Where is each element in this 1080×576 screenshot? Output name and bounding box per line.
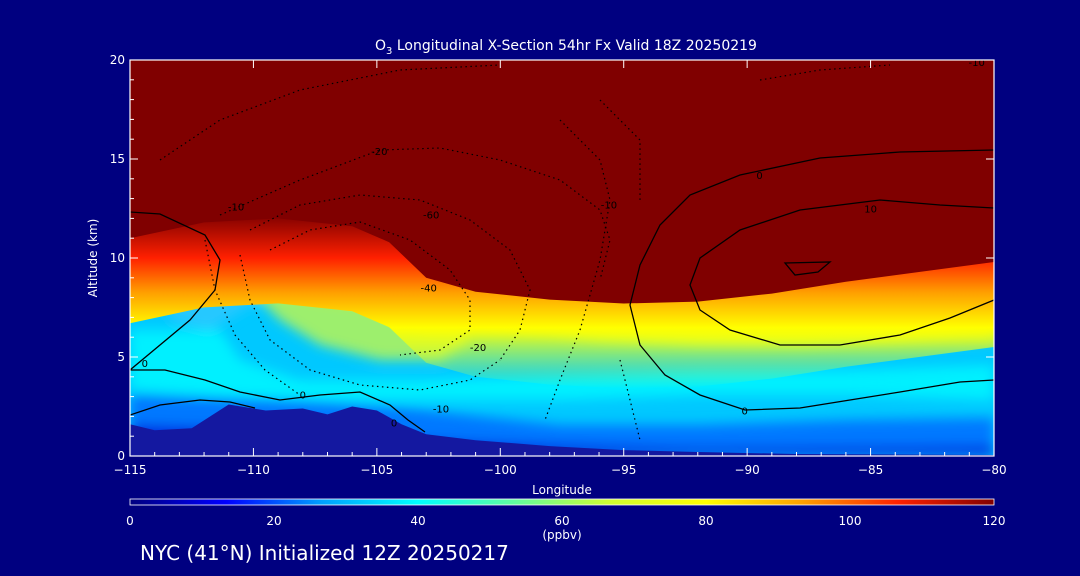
contour-label: -10 <box>433 404 449 415</box>
contour-label: -60 <box>423 210 439 221</box>
chart-title: O3 Longitudinal X-Section 54hr Fx Valid … <box>375 38 757 57</box>
colorbar-tick-label: 60 <box>554 514 569 528</box>
x-tick-label: −115 <box>114 463 147 477</box>
x-tick-label: −110 <box>237 463 270 477</box>
y-tick-label: 5 <box>117 350 125 364</box>
contour-label: 0 <box>756 171 762 182</box>
x-tick-label: −95 <box>611 463 636 477</box>
contour-label: 0 <box>300 391 306 402</box>
contour-inner-east <box>783 261 832 276</box>
contour-labels: -20 -10 -60 -40 -20 -10 -10 -10 0 0 0 0 0 10 <box>142 58 985 429</box>
terrain <box>130 404 994 456</box>
plot-area: -20 -10 -60 -40 -20 -10 -10 -10 0 0 0 0 0 10 <box>130 58 994 456</box>
contour-zero-east <box>629 149 994 411</box>
y-axis: 0 5 10 15 20 <box>110 53 994 463</box>
contour-label: -40 <box>421 284 437 295</box>
contour-label: -20 <box>470 343 486 354</box>
dotted-contour-5 <box>204 239 301 396</box>
colorbar-tick-label: 100 <box>839 514 862 528</box>
dotted-contour-2 <box>249 194 531 361</box>
colorbar-unit: (ppbv) <box>542 528 581 542</box>
contour-label: -20 <box>371 147 387 158</box>
colorbar-tick-label: 0 <box>126 514 134 528</box>
y-tick-label: 20 <box>110 53 125 67</box>
stratosphere-field <box>130 60 994 304</box>
colorbar-ticks: 0 20 40 60 80 100 120 <box>126 514 1005 528</box>
contour-label: -10 <box>601 201 617 212</box>
y-axis-label: Altitude (km) <box>86 219 100 298</box>
x-tick-label: −80 <box>981 463 1006 477</box>
contour-ten-east <box>689 199 994 346</box>
y-tick-label: 15 <box>110 152 125 166</box>
colorbar-bar <box>129 498 995 506</box>
x-axis: −115 −110 −105 −100 −95 −90 −85 −80 <box>114 60 1007 477</box>
x-tick-label: −90 <box>734 463 759 477</box>
dotted-contour-1 <box>219 147 611 281</box>
contour-lines-dotted <box>159 64 891 441</box>
colorbar: 0 20 40 60 80 100 120 (ppbv) <box>126 498 1005 542</box>
contour-label: 10 <box>864 205 877 216</box>
contour-west-lower <box>130 211 221 371</box>
colorbar-tick-label: 120 <box>983 514 1006 528</box>
contour-label: -10 <box>969 58 985 69</box>
colorbar-tick-label: 80 <box>698 514 713 528</box>
contour-label: -10 <box>228 203 244 214</box>
colorbar-tick-label: 20 <box>266 514 281 528</box>
contour-label: 0 <box>742 406 748 417</box>
footer-info: NYC (41°N) Initialized 12Z 20250217 <box>140 541 509 565</box>
x-axis-label: Longitude <box>532 483 592 497</box>
contour-label: 0 <box>391 418 397 429</box>
contour-west-small <box>130 399 256 416</box>
colorbar-tick-label: 40 <box>410 514 425 528</box>
contour-lines <box>130 149 994 433</box>
contour-label: 0 <box>142 359 148 370</box>
dotted-contour-9 <box>619 359 641 441</box>
contour-zero-surface <box>130 369 426 433</box>
dotted-contour-7 <box>544 119 611 421</box>
x-tick-label: −100 <box>484 463 517 477</box>
x-tick-label: −85 <box>858 463 883 477</box>
y-tick-label: 0 <box>117 449 125 463</box>
x-tick-label: −105 <box>360 463 393 477</box>
dotted-contour-10 <box>759 64 891 81</box>
dotted-contour-4 <box>239 254 501 391</box>
y-tick-label: 10 <box>110 251 125 265</box>
